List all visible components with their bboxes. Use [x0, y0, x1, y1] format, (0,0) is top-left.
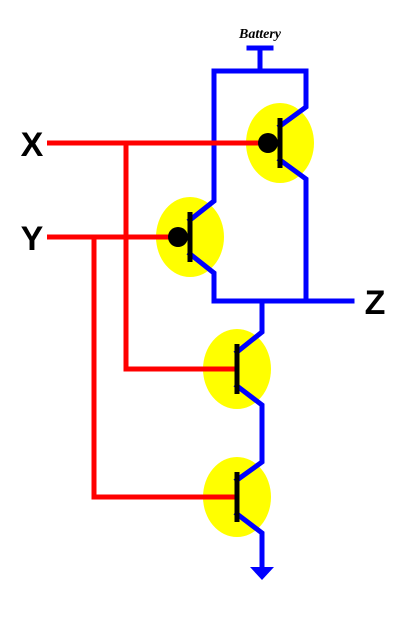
transistor-gates: [187, 118, 283, 522]
input-x-label: X: [21, 126, 44, 164]
input-y-to-nmos-wire: [91, 237, 237, 500]
input-y-label: Y: [21, 220, 44, 258]
ground-arrow: [250, 567, 274, 580]
output-z-label: Z: [365, 284, 386, 322]
input-x-to-nmos-wire: [123, 143, 237, 372]
supply-wiring: [186, 45, 355, 570]
pmos-y-gate-bubble: [168, 227, 188, 247]
nmos-x-source-wire: [233, 382, 265, 484]
nmos-y-source-wire: [233, 510, 265, 570]
input-wiring: [47, 140, 268, 500]
battery-label: Battery: [238, 27, 282, 42]
pmos-x-source-wire: [276, 68, 309, 130]
pmos-x-gate-bubble: [258, 133, 278, 153]
pmos-y-source-wire: [186, 68, 217, 224]
pmos-x-drain-wire: [276, 156, 309, 304]
pmos-y-drain-wire: [186, 250, 217, 304]
nmos-x-drain-wire: [233, 298, 265, 356]
